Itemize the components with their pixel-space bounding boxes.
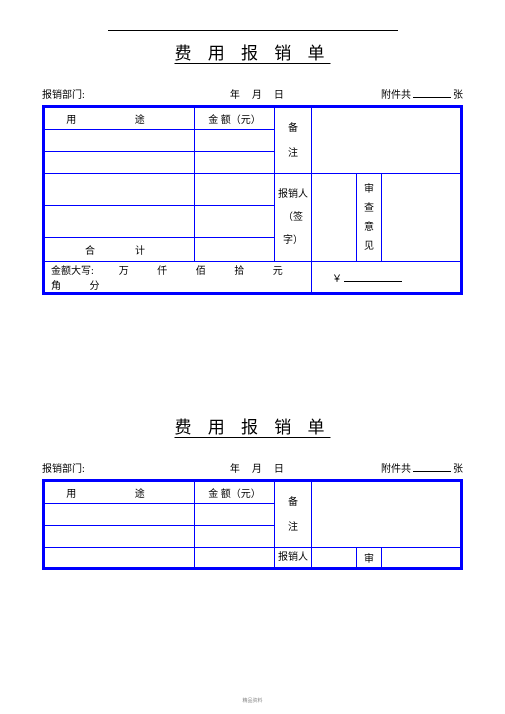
amount-row-2 [195, 152, 275, 174]
note-char2: 注 [275, 144, 311, 163]
sign-close: 字） [275, 231, 311, 250]
attach-blank [413, 88, 451, 98]
note-label-cell-2: 备 注 [275, 482, 312, 548]
note-value-cell-2 [312, 482, 461, 548]
sign-open: （签 [275, 208, 311, 227]
header-line-2: 报销部门: 年月日 附件共 张 [42, 460, 463, 475]
dept-label: 报销部门: [42, 86, 85, 101]
col-amount-header: 金 额（元） [195, 108, 275, 130]
review-label-cell-2: 审 [357, 548, 382, 568]
currency-symbol: ￥ [332, 274, 342, 285]
expense-form-1: 用 途 金 额（元） 备 注 报 [42, 105, 463, 295]
reimburser-value-cell-2 [312, 548, 357, 568]
reimburser-label-cell: 报销人 （签 字） [275, 174, 312, 262]
dept-label-2: 报销部门: [42, 460, 85, 475]
amount-row-3 [195, 174, 275, 206]
money-words-cell: 金额大写: 万 仟 佰 拾 元 角 分 [45, 262, 312, 293]
attach-prefix: 附件共 [381, 86, 411, 101]
amount-row-2b [195, 526, 275, 548]
reimburser-label-cell-2: 报销人 [275, 548, 312, 568]
attach-prefix-2: 附件共 [381, 460, 411, 475]
purpose-row-2 [45, 152, 195, 174]
form-title-2: 费 用 报 销 单 [42, 413, 463, 438]
review-value-cell-2 [382, 548, 461, 568]
reimburser-value-cell [312, 174, 357, 262]
header-line: 报销部门: 年月日 附件共 张 [42, 86, 463, 101]
year-label: 年 [230, 90, 252, 101]
attach-blank-2 [413, 462, 451, 472]
month-label: 月 [252, 90, 274, 101]
purpose-row-1 [45, 130, 195, 152]
total-label: 合计 [45, 238, 195, 262]
form-table: 用 途 金 额（元） 备 注 报 [44, 107, 461, 293]
col-purpose-header: 用 途 [45, 108, 195, 130]
review-value-cell [382, 174, 461, 262]
purpose-row-3b [45, 548, 195, 568]
col-purpose-header-2: 用 途 [45, 482, 195, 504]
money-label: 金额大写: [51, 266, 94, 277]
col-amount-header-2: 金 额（元） [195, 482, 275, 504]
review-char1: 审 [357, 180, 381, 199]
amount-row-4 [195, 206, 275, 238]
date-labels-2: 年月日 [85, 460, 381, 475]
total-amount [195, 238, 275, 262]
expense-form-2: 用 途 金 额（元） 备 注 报销人 [42, 479, 463, 570]
purpose-row-4 [45, 206, 195, 238]
purpose-row-2b [45, 526, 195, 548]
top-rule [108, 30, 398, 31]
review-label-cell: 审 查 意 见 [357, 174, 382, 262]
review-char4: 见 [357, 237, 381, 256]
day-label: 日 [274, 90, 296, 101]
footer-text: 精品资料 [0, 697, 505, 704]
money-numeric-cell: ￥ [312, 262, 461, 293]
date-labels: 年月日 [85, 86, 381, 101]
amount-row-1 [195, 130, 275, 152]
form-table-2: 用 途 金 额（元） 备 注 报销人 [44, 481, 461, 568]
amount-row-1b [195, 504, 275, 526]
currency-line [344, 274, 402, 282]
review-char2: 查 [357, 199, 381, 218]
form-title: 费 用 报 销 单 [42, 39, 463, 64]
purpose-row-3 [45, 174, 195, 206]
purpose-row-1b [45, 504, 195, 526]
note-char1: 备 [275, 119, 311, 138]
attach-suffix-2: 张 [453, 460, 463, 475]
attach-suffix: 张 [453, 86, 463, 101]
reimburser-text: 报销人 [275, 185, 311, 204]
note-label-cell: 备 注 [275, 108, 312, 174]
note-value-cell [312, 108, 461, 174]
amount-row-3b [195, 548, 275, 568]
review-char3: 意 [357, 218, 381, 237]
